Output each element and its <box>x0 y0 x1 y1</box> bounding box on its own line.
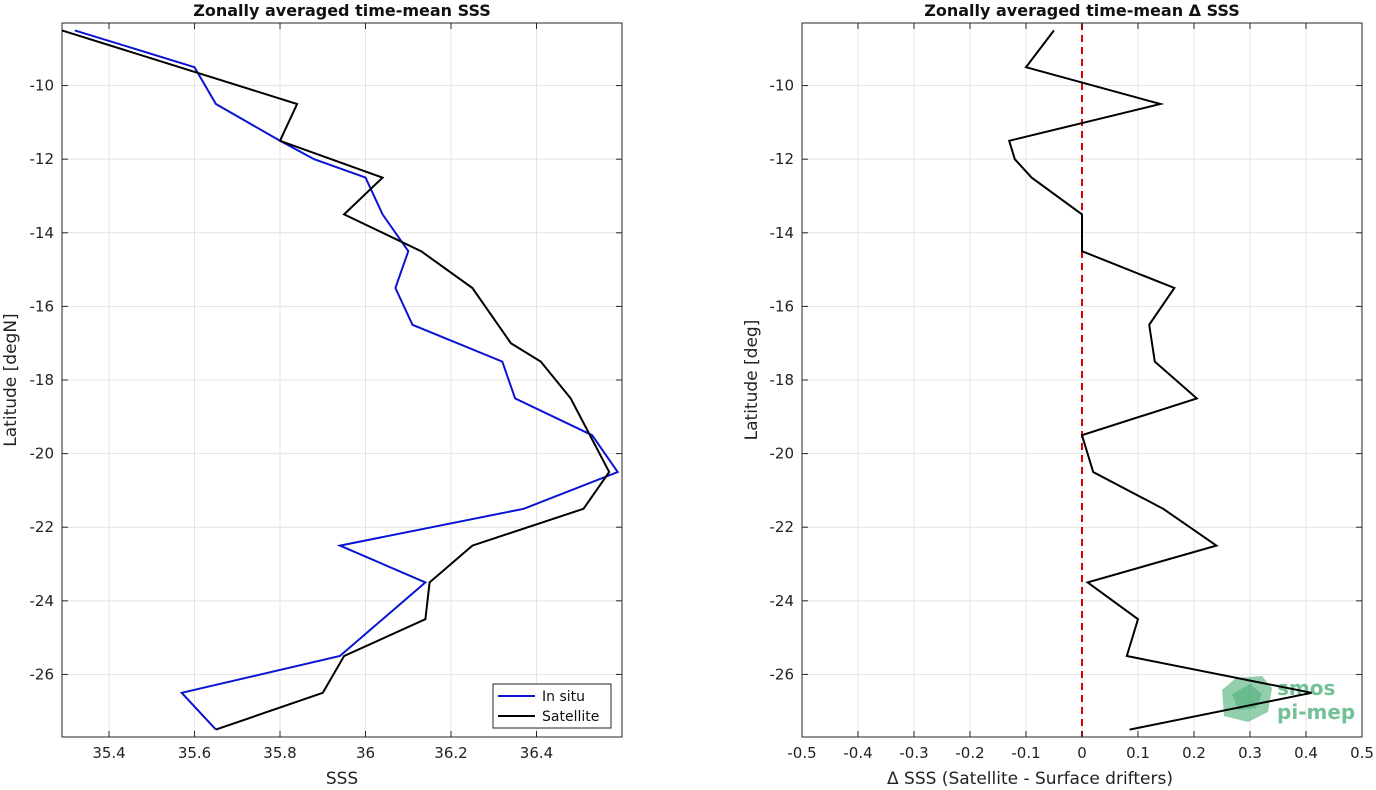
legend-box <box>492 683 612 729</box>
tick-labels: -0.5 -0.4 -0.3 -0.2 -0.1 0 0.1 0.2 0.3 0.4 0.5 -10 -… <box>770 23 1374 762</box>
x-tick-label: -0.1 <box>1011 744 1040 762</box>
series-group <box>1007 29 1312 731</box>
x-tick-label: 36.4 <box>520 744 553 762</box>
x-tick-label: 35.8 <box>263 744 296 762</box>
y-tick-label: -22 <box>770 518 795 536</box>
y-tick-label: -16 <box>770 297 795 315</box>
x-tick-label: 0.3 <box>1238 744 1262 762</box>
x-tick-label: -0.2 <box>955 744 984 762</box>
series-group <box>61 29 620 731</box>
smos-logo-shape <box>1222 676 1272 722</box>
y-tick-label: -26 <box>30 665 55 683</box>
x-tick-label: 0.1 <box>1126 744 1150 762</box>
y-tick-label: -24 <box>30 592 55 610</box>
y-tick-label: -14 <box>30 224 55 242</box>
chart-panel-delta-sss: Zonally averaged time-mean Δ SSS smos pi… <box>742 1 1374 789</box>
watermark-text-pi-mep: pi-mep <box>1277 700 1355 724</box>
y-tick-label: -18 <box>770 371 795 389</box>
y-tick-label: -26 <box>770 665 795 683</box>
watermark-logo: smos pi-mep <box>1222 676 1355 724</box>
x-tick-label: 0 <box>1077 744 1087 762</box>
y-tick-label: -12 <box>770 150 795 168</box>
x-tick-label: 35.4 <box>92 744 125 762</box>
chart-title: Zonally averaged time-mean SSS <box>193 1 491 20</box>
legend-label-in-situ: In situ <box>542 689 585 705</box>
chart-title: Zonally averaged time-mean Δ SSS <box>924 1 1240 20</box>
y-tick-label: -20 <box>770 445 795 463</box>
y-tick-label: -10 <box>30 77 55 95</box>
y-tick-label: -12 <box>30 150 55 168</box>
y-tick-label: -20 <box>30 445 55 463</box>
series-line-in-situ <box>74 29 620 731</box>
y-axis-label: Latitude [degN] <box>1 313 21 446</box>
y-tick-label: -24 <box>770 592 795 610</box>
y-tick-label: -16 <box>30 297 55 315</box>
legend-label-satellite: Satellite <box>542 709 599 725</box>
series-line-delta-sss <box>1007 29 1312 731</box>
x-tick-label: 0.2 <box>1182 744 1206 762</box>
x-tick-label: 36 <box>356 744 375 762</box>
x-axis-label: SSS <box>326 769 358 789</box>
x-tick-label: -0.5 <box>787 744 816 762</box>
x-tick-label: 36.2 <box>434 744 467 762</box>
legend: In situ Satellite <box>492 683 612 729</box>
tick-labels: 35.4 35.6 35.8 36 36.2 36.4 -10 -12 -14 -16 -18 -20… <box>30 23 622 762</box>
x-tick-label: 0.5 <box>1350 744 1374 762</box>
x-tick-label: 0.4 <box>1294 744 1318 762</box>
y-tick-label: -22 <box>30 518 55 536</box>
chart-panel-sss: Zonally averaged time-mean SSS 35.4 35.6 3… <box>1 1 623 789</box>
x-axis-label: Δ SSS (Satellite - Surface drifters) <box>887 769 1173 789</box>
x-tick-label: 35.6 <box>178 744 211 762</box>
x-tick-label: -0.3 <box>899 744 928 762</box>
y-tick-label: -10 <box>770 77 795 95</box>
grid <box>62 23 622 737</box>
series-line-satellite <box>61 29 611 731</box>
y-tick-label: -14 <box>770 224 795 242</box>
x-tick-label: -0.4 <box>843 744 872 762</box>
y-tick-label: -18 <box>30 371 55 389</box>
y-axis-label: Latitude [deg] <box>742 320 762 441</box>
